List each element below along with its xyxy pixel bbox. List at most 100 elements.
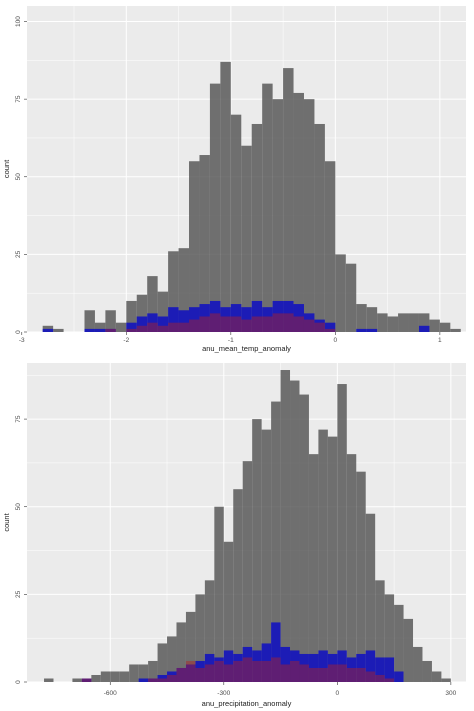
bar-red	[157, 678, 168, 682]
bar-all	[314, 123, 325, 332]
bar-blue	[293, 304, 304, 332]
bar-red	[271, 657, 281, 682]
bar-blue	[242, 646, 253, 682]
bar-all	[394, 604, 404, 682]
bar-all	[356, 304, 367, 332]
bar-all	[195, 594, 205, 682]
bar-all	[441, 678, 451, 682]
bar-all	[283, 68, 294, 332]
bar-red	[314, 322, 325, 332]
bar-red	[261, 660, 272, 682]
bar-blue	[356, 328, 367, 332]
bar-blue	[375, 657, 385, 682]
bar-blue	[220, 307, 231, 332]
bar-red	[242, 657, 253, 682]
bar-blue	[178, 310, 190, 332]
bar-blue	[189, 307, 200, 332]
bar-all	[327, 436, 338, 682]
bar-all	[91, 674, 101, 682]
bar-all	[100, 671, 111, 682]
bar-all	[178, 248, 190, 332]
bar-all	[251, 123, 263, 332]
bar-blue	[252, 650, 262, 682]
bar-all	[272, 99, 284, 333]
bar-blue	[271, 622, 281, 682]
bar-all	[209, 83, 221, 332]
bar-blue	[223, 650, 234, 682]
bar-blue	[251, 300, 263, 332]
histogram-precipitation-anomaly: -600 -300 0 300 0 25 50 75 anu_precipitation_ano…	[2, 363, 466, 708]
bar-red	[233, 660, 243, 682]
bar-blue	[356, 653, 366, 682]
bar-all	[346, 454, 357, 682]
bar-red	[147, 322, 158, 332]
bar-all	[189, 161, 200, 332]
bar-blue	[230, 304, 242, 332]
bar-all	[366, 307, 378, 332]
y-axis-title: count	[2, 159, 11, 178]
x-tick-label: -3	[19, 337, 25, 344]
bar-all	[72, 678, 82, 682]
bar-blue	[337, 650, 347, 682]
bar-red	[290, 660, 300, 682]
histogram-temp-anomaly: -3 -2 -1 0 1 0 25 50 75 100 anu_mean_temp_anomaly c…	[2, 6, 466, 353]
bar-all	[167, 636, 177, 682]
bar-blue	[314, 319, 325, 332]
bar-blue	[105, 328, 116, 332]
bar-all	[418, 313, 430, 332]
bar-all	[398, 313, 409, 332]
bar-red	[262, 316, 273, 332]
bar-all	[387, 316, 399, 332]
bar-all	[290, 380, 300, 682]
y-tick-label: 25	[15, 590, 22, 598]
x-tick-label: -1	[228, 337, 234, 344]
bar-all	[271, 401, 281, 682]
bar-blue	[204, 653, 215, 682]
bar-blue	[324, 322, 336, 332]
bar-blue	[195, 660, 205, 682]
bar-red	[189, 319, 200, 332]
bar-red	[280, 664, 291, 682]
bar-all	[199, 155, 210, 332]
bar-all	[252, 419, 262, 682]
bar-red	[251, 316, 263, 332]
bar-blue	[365, 650, 376, 682]
bar-all	[126, 300, 137, 332]
bar-all	[318, 429, 328, 682]
bar-all	[119, 671, 130, 682]
x-tick-label: -2	[123, 337, 129, 344]
bar-blue	[138, 678, 149, 682]
y-tick-label: 50	[15, 503, 22, 511]
bar-blue	[148, 678, 158, 682]
bar-all	[220, 61, 231, 333]
bar-blue	[262, 307, 273, 332]
bar-all	[115, 322, 127, 332]
bar-all	[44, 678, 54, 682]
bar-blue	[290, 650, 300, 682]
bar-red	[384, 678, 395, 682]
bar-red	[252, 660, 262, 682]
bar-all	[365, 513, 376, 682]
bar-all	[413, 646, 423, 682]
bar-blue	[209, 300, 221, 332]
bar-red	[318, 667, 328, 682]
x-tick-label: 0	[336, 690, 340, 697]
x-tick-label: -600	[104, 690, 117, 697]
bar-blue	[136, 316, 148, 332]
bar-all	[356, 471, 366, 682]
bar-blue	[346, 657, 357, 682]
bar-red	[214, 660, 224, 682]
bar-blue	[94, 328, 106, 332]
bar-all	[185, 611, 196, 682]
bar-red	[241, 319, 252, 332]
bar-all	[214, 506, 224, 682]
bar-all	[148, 660, 158, 682]
bar-red	[168, 322, 179, 332]
bar-blue	[272, 300, 284, 332]
bar-red	[375, 674, 385, 682]
bar-all	[431, 671, 442, 682]
bar-blue	[418, 325, 430, 332]
bar-red	[356, 667, 366, 682]
bar-red	[209, 313, 221, 332]
x-tick-label: 0	[334, 337, 338, 344]
